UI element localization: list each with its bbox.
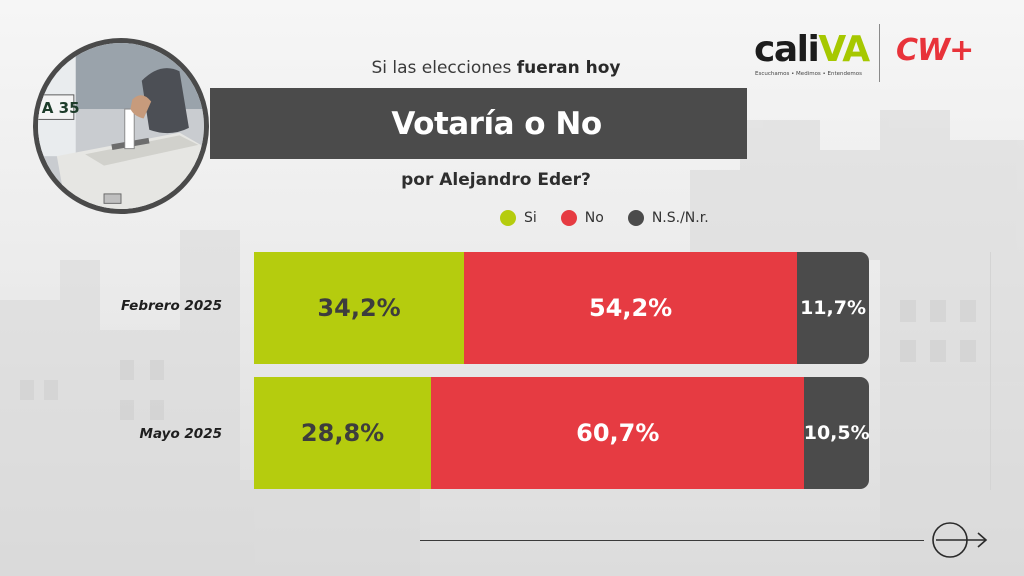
title-band: Votaría o No [210,88,747,159]
legend-swatch-si [500,210,516,226]
ballot-box-photo: A 35 [33,38,209,214]
data-label-si-febrero: 34,2% [317,294,401,322]
bar-segment-si-mayo: 28,8% [254,377,432,489]
question-text: por Alejandro Eder? [401,170,591,190]
bar-segment-no-mayo: 60,7% [431,377,805,489]
bar-segment-si-febrero: 34,2% [254,252,465,364]
row-label-febrero: Febrero 2025 [120,298,222,314]
data-label-ns-mayo: 10,5% [803,422,869,444]
logo-divider [879,24,880,82]
legend-swatch-ns [627,210,644,226]
cali-logo-suffix: VA [818,29,870,70]
bar-segment-ns-mayo: 10,5% [804,377,869,489]
calivα-logo: caliVA [754,29,870,70]
ballot-box-illustration: A 35 [38,43,204,209]
brand-logos: caliVA Escuchamos • Medimos • Entendemos… [750,24,1000,84]
cw-plus-logo: CW+ [896,33,974,68]
bar-row-febrero: 34,2% 54,2% 11,7% [254,252,869,364]
box-label: A 35 [42,99,80,117]
page-title: Votaría o No [391,105,602,142]
data-label-no-mayo: 60,7% [576,419,660,447]
legend-label-si: Si [524,210,537,226]
bar-segment-no-febrero: 54,2% [464,252,798,364]
kicker-bold: fueran hoy [516,58,621,78]
legend-item-ns: N.S./N.r. [627,210,709,226]
cali-logo-tagline: Escuchamos • Medimos • Entendemos [755,71,862,77]
footer-rule [420,540,924,541]
bar-segment-ns-febrero: 11,7% [797,252,869,364]
data-label-ns-febrero: 11,7% [800,297,866,319]
legend-swatch-no [560,210,577,226]
circle-arrow-right-icon[interactable] [930,520,990,560]
chart-legend: Si No N.S./N.r. [500,210,709,226]
bar-row-mayo: 28,8% 60,7% 10,5% [254,377,869,489]
decorative-line [990,252,991,490]
row-label-mayo: Mayo 2025 [139,426,222,442]
cali-logo-prefix: cali [754,29,820,70]
legend-label-no: No [584,210,604,226]
kicker-text: Si las elecciones fueran hoy [326,58,666,78]
legend-item-si: Si [500,210,537,226]
data-label-si-mayo: 28,8% [300,419,385,447]
kicker-plain: Si las elecciones [371,58,512,78]
legend-item-no: No [560,210,604,226]
data-label-no-febrero: 54,2% [588,294,673,322]
legend-label-ns: N.S./N.r. [651,210,709,226]
